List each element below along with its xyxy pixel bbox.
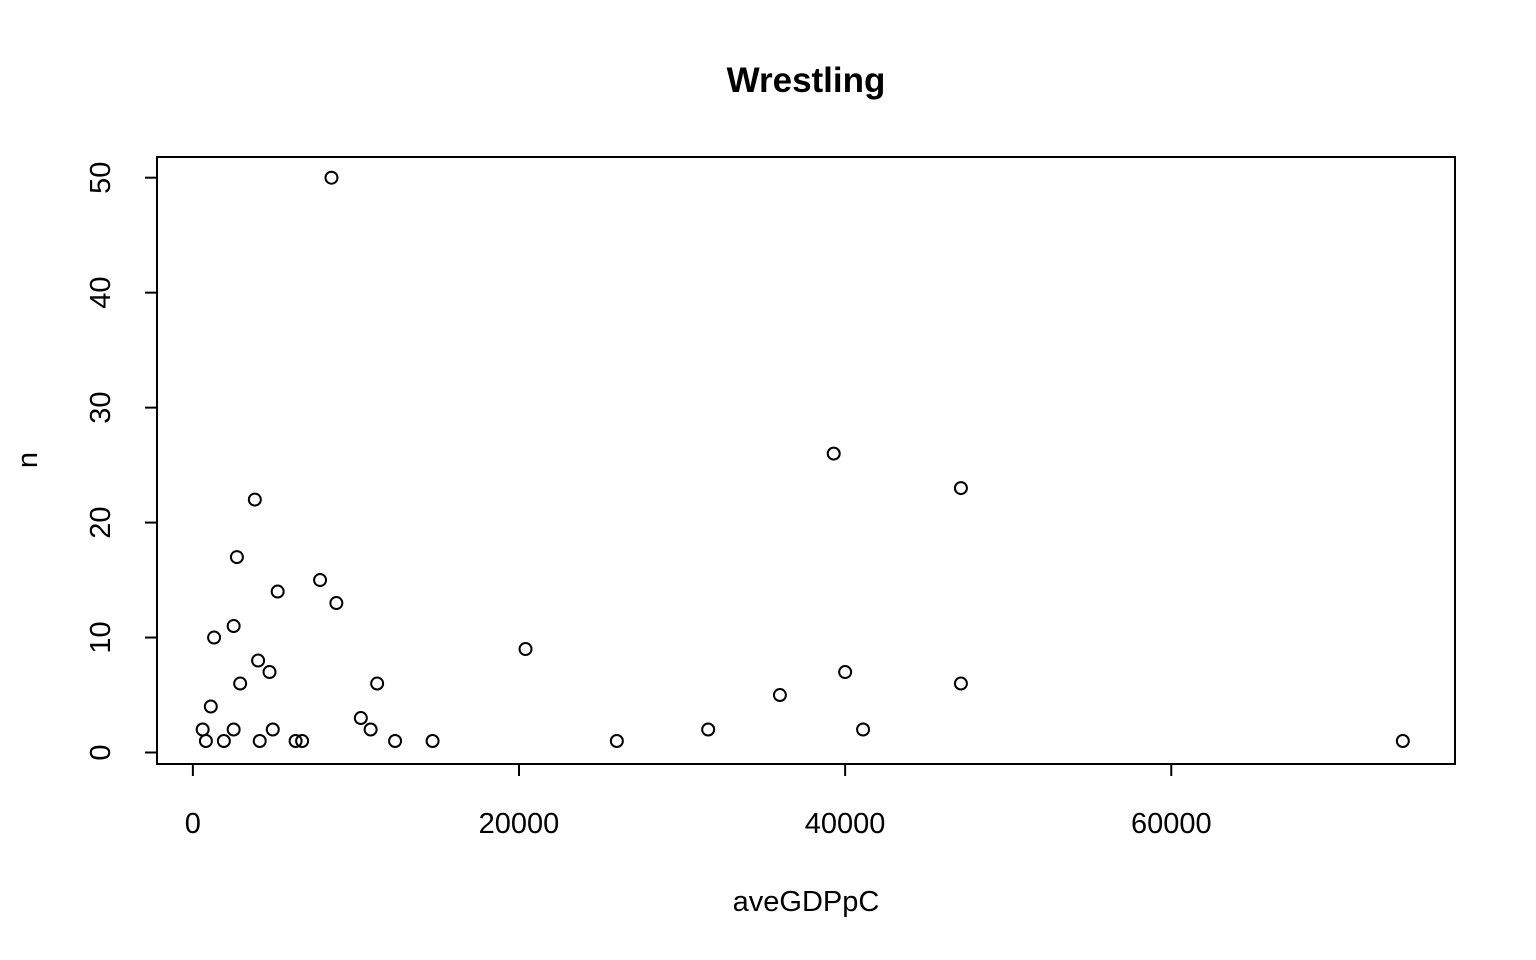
data-point bbox=[370, 676, 385, 691]
data-point bbox=[518, 642, 533, 657]
x-tick-label: 40000 bbox=[805, 808, 886, 840]
data-point bbox=[288, 734, 303, 749]
data-point bbox=[313, 573, 328, 588]
data-point bbox=[826, 446, 841, 461]
data-point bbox=[701, 722, 716, 737]
chart-title: Wrestling bbox=[727, 61, 886, 100]
data-point bbox=[251, 653, 266, 668]
data-point bbox=[233, 676, 248, 691]
data-point bbox=[1395, 734, 1410, 749]
data-point bbox=[270, 584, 285, 599]
data-point bbox=[953, 676, 968, 691]
x-axis-label: aveGDPpC bbox=[733, 886, 880, 918]
x-tick-label: 60000 bbox=[1131, 808, 1212, 840]
data-point bbox=[353, 711, 368, 726]
data-point bbox=[216, 734, 231, 749]
y-tick-label: 50 bbox=[85, 162, 117, 194]
y-tick-label: 10 bbox=[85, 621, 117, 653]
y-axis: 0 10 20 30 40 50 bbox=[85, 162, 158, 761]
data-point bbox=[388, 734, 403, 749]
data-point bbox=[295, 734, 310, 749]
data-point bbox=[229, 550, 244, 565]
data-point bbox=[252, 734, 267, 749]
x-tick-label: 0 bbox=[185, 808, 201, 840]
data-point bbox=[198, 734, 213, 749]
data-point bbox=[265, 722, 280, 737]
data-point bbox=[226, 722, 241, 737]
data-point bbox=[609, 734, 624, 749]
y-tick-label: 30 bbox=[85, 391, 117, 423]
data-point bbox=[772, 688, 787, 703]
y-tick-label: 40 bbox=[85, 277, 117, 309]
data-point bbox=[247, 492, 262, 507]
y-tick-label: 0 bbox=[85, 744, 117, 760]
data-point bbox=[195, 722, 210, 737]
data-point bbox=[363, 722, 378, 737]
data-point bbox=[856, 722, 871, 737]
x-axis: 0 20000 40000 60000 bbox=[185, 763, 1212, 840]
data-point bbox=[203, 699, 218, 714]
data-points bbox=[195, 170, 1410, 749]
data-point bbox=[425, 734, 440, 749]
x-tick-label: 20000 bbox=[479, 808, 560, 840]
y-tick-label: 20 bbox=[85, 506, 117, 538]
data-point bbox=[953, 481, 968, 496]
y-axis-label: n bbox=[12, 452, 44, 468]
data-point bbox=[329, 596, 344, 611]
data-point bbox=[207, 630, 222, 645]
data-point bbox=[324, 170, 339, 185]
plot-frame bbox=[156, 156, 1456, 765]
data-point bbox=[262, 665, 277, 680]
data-point bbox=[838, 665, 853, 680]
data-point bbox=[226, 619, 241, 634]
